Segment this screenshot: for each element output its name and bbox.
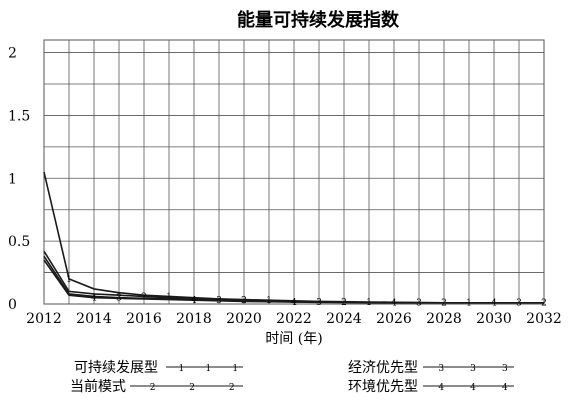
x-tick-label: 2028 [426, 311, 462, 327]
grid [43, 39, 545, 305]
x-tick-label: 2020 [226, 311, 262, 327]
x-tick-label: 2022 [276, 311, 312, 327]
legend: 可持续发展型 1 1 1 当前模式 2 2 2 经济优先型 3 3 3 环境优先型 4 4 4 [70, 359, 514, 395]
tick-labels: 2012 2014 2016 2018 2020 2022 2024 2026 2028 2030… [8, 46, 562, 327]
legend-item-2: 当前模式 2 2 2 [70, 378, 243, 395]
legend-label: 环境优先型 [348, 379, 418, 395]
chart-title: 能量可持续发展指数 [237, 9, 400, 31]
legend-item-4: 环境优先型 4 4 4 [348, 379, 514, 395]
legend-marker: 4 [470, 383, 476, 393]
series-point-marker: 2 [141, 292, 147, 302]
legend-marker: 1 [205, 364, 211, 374]
series-4: 4 4 4 4 4 [43, 259, 544, 309]
x-tick-label: 2026 [376, 311, 412, 327]
y-tick-label: 0 [8, 297, 17, 313]
y-tick-label: 0.5 [8, 234, 30, 250]
legend-marker: 4 [438, 383, 444, 393]
legend-item-1: 可持续发展型 1 1 1 [74, 359, 243, 376]
x-tick-label: 2024 [326, 311, 362, 327]
legend-marker: 4 [502, 383, 508, 393]
legend-marker: 2 [229, 383, 235, 393]
series-group: 11 1 1 12 2 2 2 23 3 3 3 34 4 4 4 4 [43, 171, 547, 309]
series-point-marker: 4 [491, 299, 497, 309]
legend-item-3: 经济优先型 3 3 3 [348, 360, 514, 376]
legend-marker: 1 [179, 364, 185, 374]
y-tick-label: 1.5 [8, 108, 30, 124]
series-point-marker: 1 [66, 275, 72, 285]
legend-marker: 2 [150, 383, 156, 393]
series-point-marker: 2 [441, 299, 447, 309]
y-tick-label: 1 [8, 171, 17, 187]
x-tick-label: 2012 [26, 311, 62, 327]
x-axis-label: 时间 (年) [265, 331, 322, 347]
x-tick-label: 2016 [126, 311, 162, 327]
series-point-marker: 1 [466, 299, 472, 309]
x-tick-label: 2014 [76, 311, 112, 327]
legend-marker: 3 [438, 364, 444, 374]
series-point-marker: 4 [291, 298, 297, 308]
legend-marker: 2 [189, 383, 195, 393]
y-tick-label: 2 [8, 46, 17, 62]
legend-label: 经济优先型 [348, 360, 418, 376]
series-point-marker: 2 [541, 299, 547, 309]
series-point-marker: 4 [191, 296, 197, 306]
legend-label: 可持续发展型 [74, 359, 158, 376]
series-point-marker: 4 [391, 299, 397, 309]
legend-marker: 1 [232, 364, 238, 374]
series-point-marker: 4 [91, 294, 97, 304]
x-tick-label: 2030 [476, 311, 512, 327]
x-tick-label: 2018 [176, 311, 212, 327]
series-line [43, 259, 544, 304]
series-point-marker: 3 [516, 299, 522, 309]
x-tick-label: 2032 [526, 311, 562, 327]
legend-marker: 3 [470, 364, 476, 374]
series-point-marker: 3 [416, 299, 422, 309]
legend-label: 当前模式 [70, 378, 126, 395]
legend-marker: 3 [502, 364, 508, 374]
